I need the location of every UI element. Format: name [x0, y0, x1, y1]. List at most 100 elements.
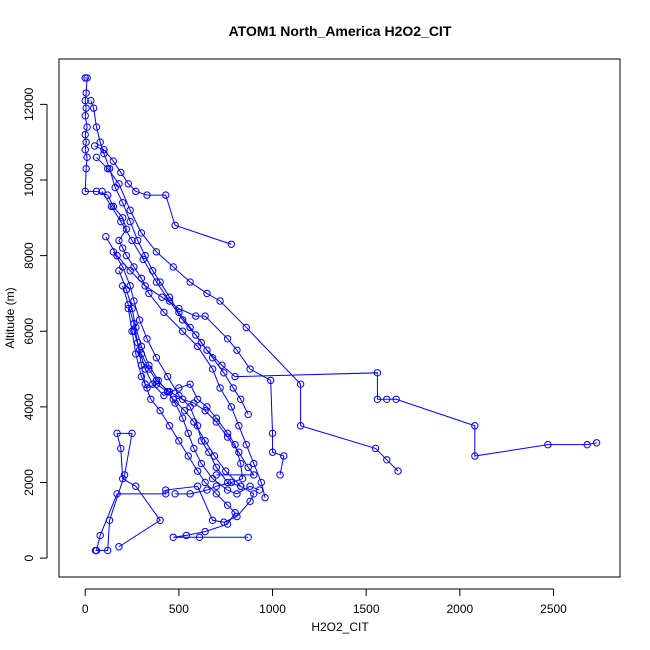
data-point	[89, 104, 98, 112]
data-point	[592, 439, 601, 447]
data-point	[118, 198, 127, 207]
data-point	[143, 335, 151, 343]
data-point	[212, 482, 221, 490]
data-point	[81, 146, 89, 154]
data-point	[147, 395, 155, 403]
data-point	[223, 501, 232, 509]
data-point	[143, 384, 151, 392]
data-point	[82, 138, 90, 146]
data-point	[115, 267, 123, 275]
series-line	[140, 353, 255, 476]
data-point	[165, 422, 174, 430]
data-point	[280, 452, 288, 460]
data-point	[197, 459, 206, 468]
data-point	[212, 463, 221, 472]
data-point	[394, 467, 402, 475]
data-point	[124, 180, 133, 188]
data-point	[162, 486, 170, 494]
y-tick-label: 10000	[22, 163, 36, 197]
data-point	[244, 410, 252, 419]
data-point	[137, 350, 146, 358]
data-point	[139, 255, 147, 264]
data-point	[135, 346, 144, 354]
data-point	[118, 263, 127, 271]
data-point	[180, 406, 189, 415]
series-10	[91, 304, 258, 555]
data-point	[216, 384, 224, 392]
data-point	[132, 350, 140, 358]
data-point	[246, 482, 254, 490]
data-point	[105, 516, 114, 524]
data-point	[82, 104, 90, 112]
data-point	[246, 365, 254, 373]
data-point	[130, 327, 138, 335]
x-tick-label: 2000	[446, 602, 473, 616]
data-point	[184, 452, 192, 460]
data-point	[128, 304, 136, 313]
data-point	[203, 346, 211, 354]
data-point	[82, 89, 90, 97]
data-point	[220, 369, 228, 377]
data-point	[383, 456, 391, 464]
data-point	[118, 282, 127, 290]
data-point	[233, 346, 241, 354]
data-point	[212, 418, 221, 426]
data-point	[231, 372, 239, 381]
data-point	[145, 365, 153, 373]
data-point	[208, 354, 217, 362]
data-point	[222, 467, 230, 475]
x-tick-label: 1000	[259, 602, 286, 616]
data-point	[169, 395, 177, 403]
data-point	[130, 297, 138, 305]
data-point	[190, 418, 198, 426]
data-point	[178, 395, 187, 403]
data-point	[233, 512, 241, 521]
data-point	[96, 138, 104, 146]
data-point	[111, 183, 119, 192]
data-point	[115, 236, 123, 245]
data-point	[91, 546, 100, 555]
data-point	[145, 289, 153, 298]
data-point	[250, 471, 258, 479]
data-point	[83, 123, 91, 131]
y-tick-label: 12000	[22, 87, 36, 121]
data-point	[182, 531, 191, 540]
x-tick-label: 500	[169, 602, 189, 616]
data-point	[208, 365, 217, 373]
data-point	[255, 486, 264, 494]
data-point	[201, 406, 209, 415]
data-point	[186, 380, 194, 388]
data-point	[236, 395, 245, 403]
data-point	[87, 96, 95, 105]
data-point	[148, 380, 157, 388]
plot-area	[58, 58, 621, 578]
data-point	[471, 452, 479, 460]
data-point	[175, 437, 183, 445]
series-line	[90, 100, 249, 415]
data-point	[175, 384, 183, 392]
data-point	[117, 217, 125, 226]
data-point	[383, 395, 391, 403]
data-point	[244, 533, 252, 541]
data-point	[92, 187, 101, 196]
data-point	[227, 240, 236, 248]
data-point	[201, 437, 209, 445]
data-point	[118, 244, 127, 252]
data-point	[118, 474, 127, 483]
data-point	[175, 304, 183, 313]
series-line	[101, 191, 597, 457]
data-point	[261, 493, 269, 502]
series-line	[105, 236, 285, 476]
data-point	[81, 74, 89, 82]
data-point	[81, 130, 89, 139]
series-line	[96, 156, 399, 472]
data-point	[175, 308, 183, 317]
data-point	[162, 191, 170, 199]
data-point	[126, 206, 134, 214]
data-point	[178, 414, 187, 422]
data-point	[371, 444, 380, 453]
data-point	[171, 490, 179, 498]
data-point	[152, 278, 161, 286]
data-point	[276, 471, 284, 479]
data-point	[216, 297, 224, 305]
